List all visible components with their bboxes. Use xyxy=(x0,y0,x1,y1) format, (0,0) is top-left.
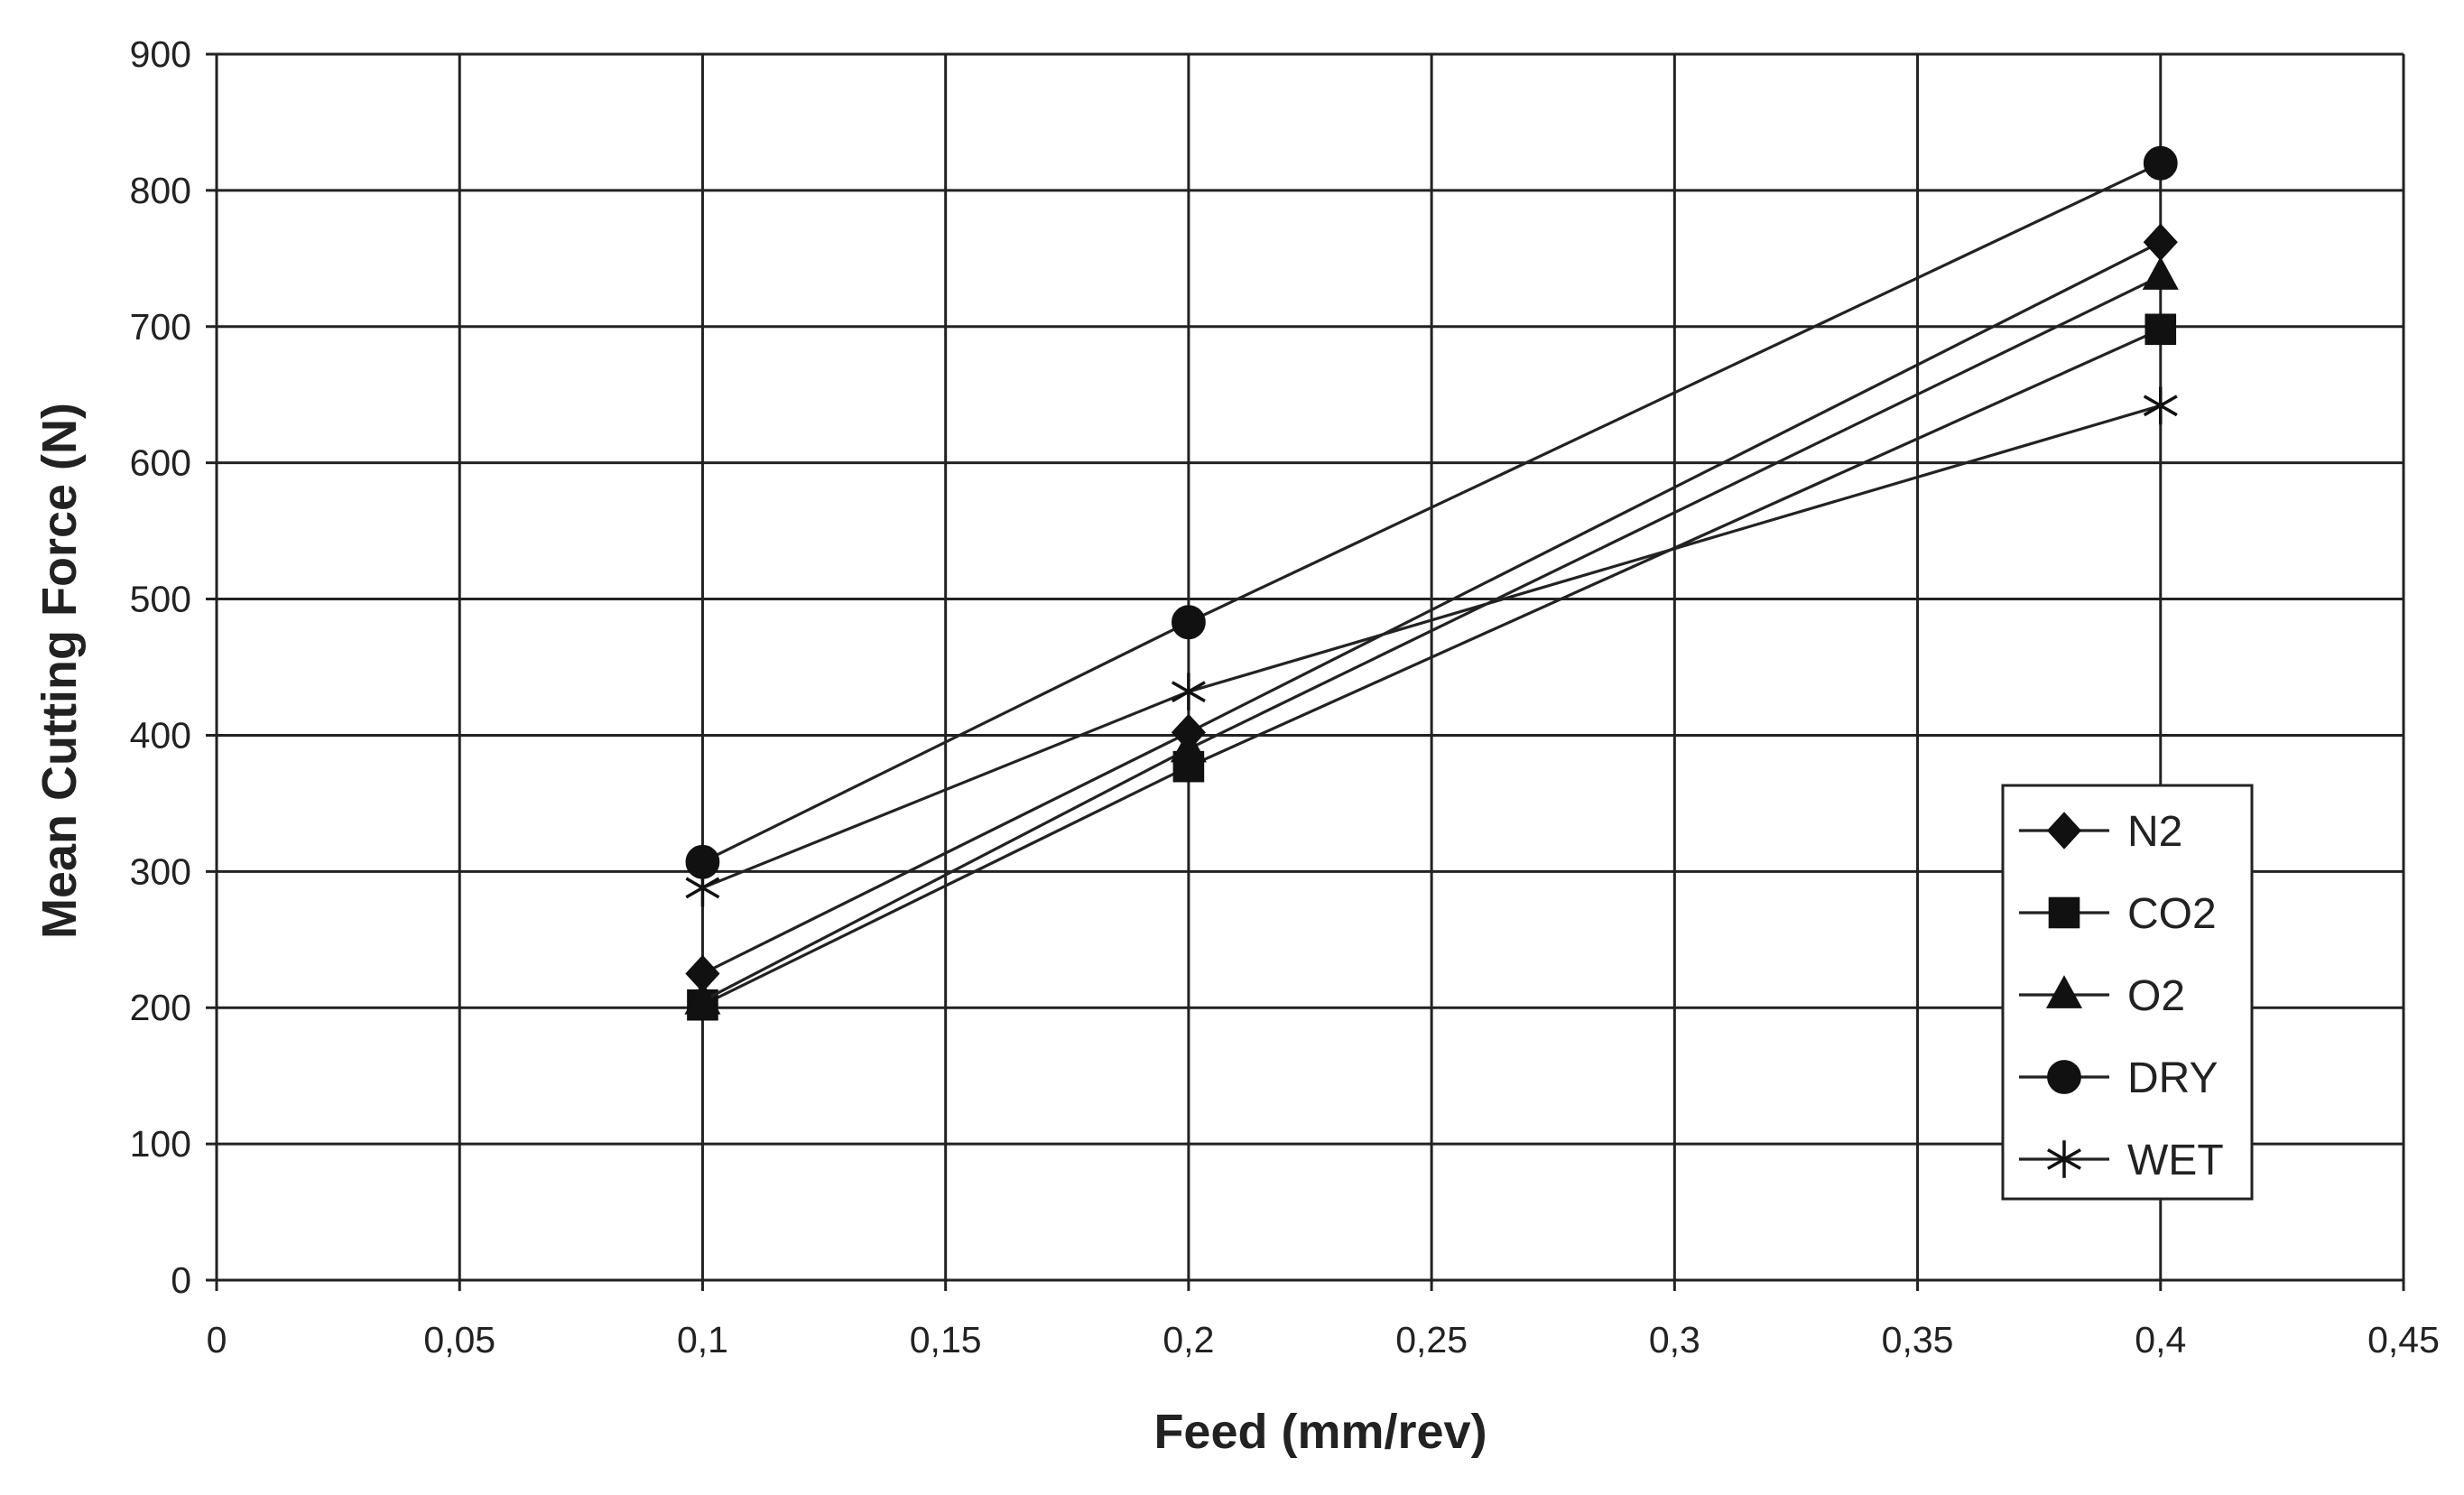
legend: N2 CO2 O2 DRY WET xyxy=(2001,784,2254,1201)
x-tick-label: 0,05 xyxy=(423,1319,496,1360)
legend-item-o2: O2 xyxy=(2019,972,2185,1020)
series-layer xyxy=(684,145,2179,1021)
y-tick-label: 400 xyxy=(130,714,191,756)
y-tick-label: 900 xyxy=(130,33,191,75)
data-point-o2 xyxy=(684,980,721,1015)
y-tick-label: 300 xyxy=(130,850,191,892)
x-axis-title: Feed (mm/rev) xyxy=(1153,1405,1487,1459)
legend-item-dry: DRY xyxy=(2019,1054,2218,1102)
y-tick-label: 600 xyxy=(130,442,191,484)
x-tick-label: 0,4 xyxy=(2135,1319,2186,1360)
data-point-wet xyxy=(685,868,720,907)
y-axis-ticks: 0 100 200 300 400 500 600 700 800 900 xyxy=(130,33,191,1301)
data-point-o2 xyxy=(2142,256,2179,290)
legend-item-co2: CO2 xyxy=(2019,890,2217,938)
x-axis-ticks: 0 0,05 0,1 0,15 0,2 0,25 0,3 0,35 0,4 0,45 xyxy=(207,1319,2440,1360)
data-point-wet xyxy=(1171,673,1206,710)
series-dry xyxy=(685,145,2178,879)
legend-item-wet: WET xyxy=(2019,1137,2224,1184)
x-tick-label: 0,3 xyxy=(1649,1319,1700,1360)
x-tick-label: 0,45 xyxy=(2367,1319,2440,1360)
legend-marker-wet xyxy=(2047,1140,2081,1178)
data-point-dry xyxy=(1171,605,1206,640)
series-o2 xyxy=(684,256,2179,1015)
y-tick-label: 700 xyxy=(130,306,191,348)
legend-label: WET xyxy=(2127,1137,2224,1184)
legend-marker-dry xyxy=(2047,1060,2081,1094)
x-tick-label: 0,35 xyxy=(1882,1319,1954,1360)
y-tick-label: 500 xyxy=(130,579,191,620)
x-tick-label: 0,15 xyxy=(910,1319,982,1360)
y-tick-label: 200 xyxy=(130,987,191,1028)
x-tick-label: 0 xyxy=(207,1319,227,1360)
data-point-o2 xyxy=(1170,729,1207,763)
data-point-dry xyxy=(2143,145,2178,181)
legend-label: CO2 xyxy=(2127,890,2217,938)
y-tick-label: 100 xyxy=(130,1123,191,1165)
legend-label: DRY xyxy=(2127,1054,2218,1102)
x-tick-label: 0,1 xyxy=(677,1319,728,1360)
data-point-co2 xyxy=(2144,313,2177,346)
legend-label: O2 xyxy=(2127,972,2185,1020)
data-point-wet xyxy=(2143,386,2178,425)
x-tick-label: 0,2 xyxy=(1163,1319,1214,1360)
legend-marker-o2 xyxy=(2045,975,2083,1008)
legend-item-n2: N2 xyxy=(2019,808,2182,856)
legend-marker-n2 xyxy=(2046,812,2082,850)
series-wet xyxy=(685,386,2178,907)
grid xyxy=(206,52,2405,1291)
legend-marker-co2 xyxy=(2048,896,2080,929)
legend-label: N2 xyxy=(2127,808,2182,856)
x-tick-label: 0,25 xyxy=(1395,1319,1468,1360)
y-tick-label: 0 xyxy=(171,1259,191,1301)
data-point-n2 xyxy=(2143,223,2178,261)
y-axis-title: Mean Cutting Force (N) xyxy=(32,403,87,939)
y-tick-label: 800 xyxy=(130,170,191,211)
legend-box xyxy=(2001,784,2254,1201)
